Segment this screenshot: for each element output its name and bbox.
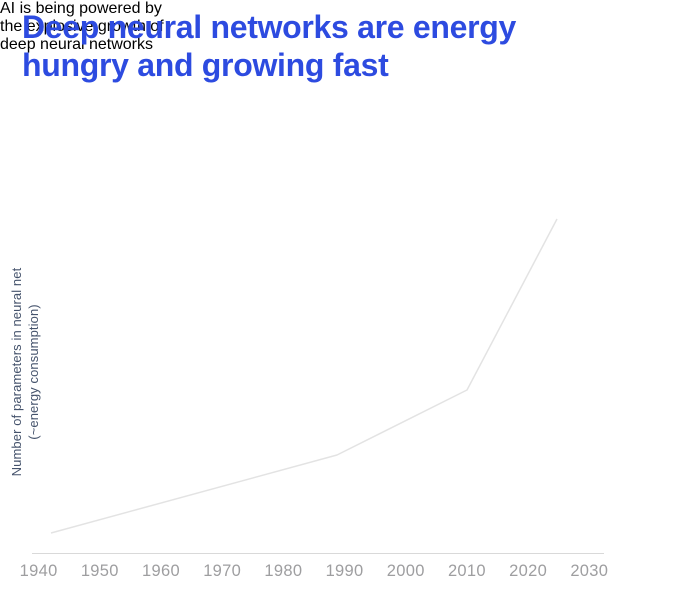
x-tick-1970: 1970 [203,562,242,580]
x-tick-1980: 1980 [264,562,303,580]
x-tick-2030: 2030 [570,562,609,580]
x-tick-2020: 2020 [509,562,548,580]
x-tick-1990: 1990 [325,562,364,580]
title-line-2: hungry and growing fast [22,47,389,83]
growth-line [50,218,558,534]
subtitle-line-2: the explosive growth of [0,18,164,35]
x-axis-tick-labels: 1940 1950 1960 1970 1980 1990 2000 2010 … [8,561,622,581]
title-line-1: Deep neural networks are energy [22,9,517,45]
x-axis-line [32,553,604,554]
subtitle-line-3: deep neural networks [0,36,153,53]
page-title: Deep neural networks are energy hungry a… [22,8,582,84]
x-tick-2010: 2010 [447,562,486,580]
x-tick-2000: 2000 [386,562,425,580]
x-tick-1940: 1940 [19,562,58,580]
x-tick-1950: 1950 [80,562,119,580]
subtitle-line-1: AI is being powered by [0,0,162,17]
x-tick-1960: 1960 [142,562,180,580]
